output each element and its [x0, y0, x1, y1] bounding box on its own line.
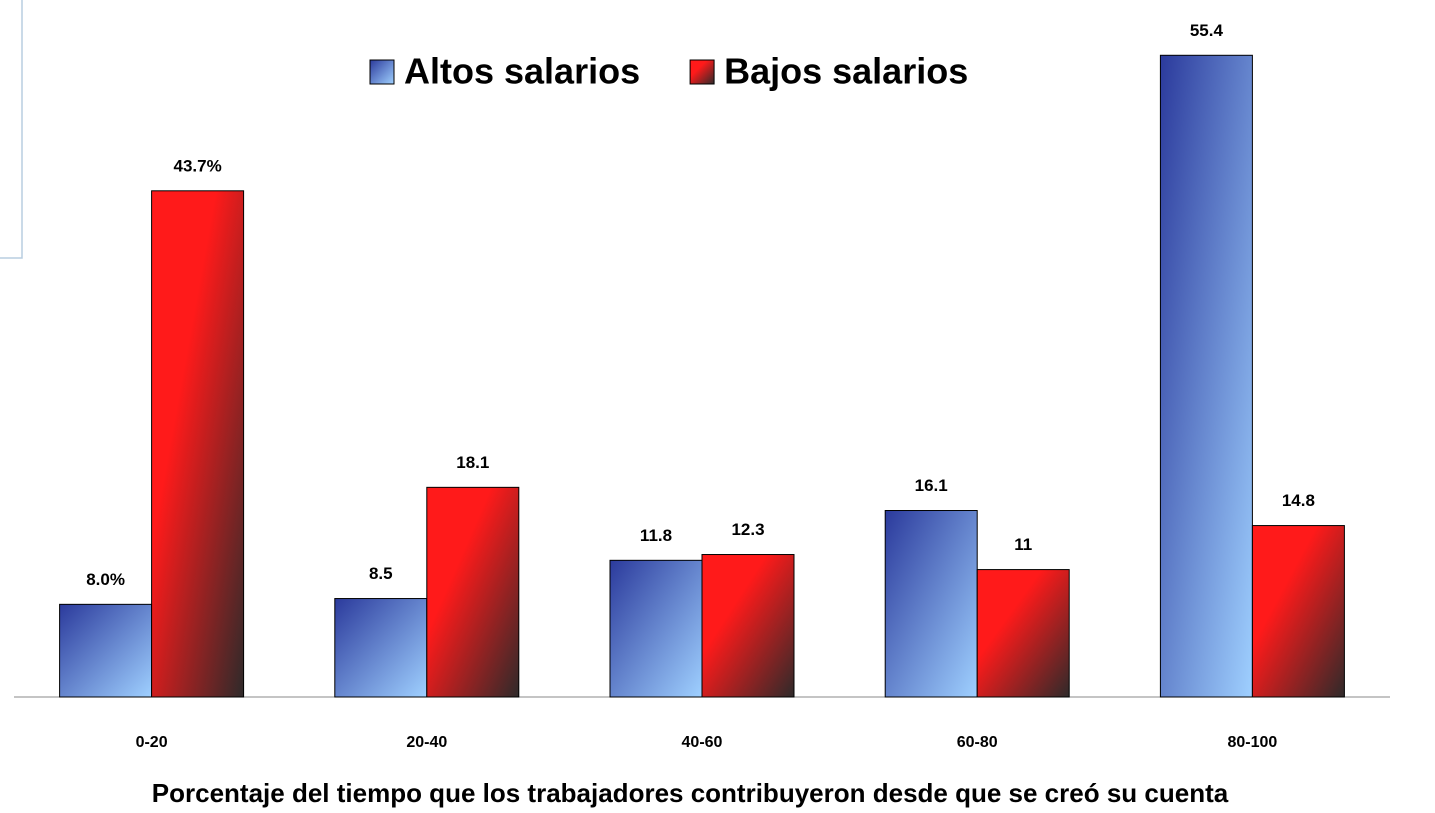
bar [884, 510, 978, 698]
legend-swatch [689, 59, 715, 85]
value-label: 18.1 [456, 453, 489, 472]
legend-swatch [369, 59, 395, 85]
bar [59, 603, 153, 698]
bar [609, 559, 703, 698]
legend-label: Bajos salarios [724, 51, 968, 92]
bar [1251, 525, 1345, 698]
x-axis-title: Porcentaje del tiempo que los trabajador… [152, 778, 1229, 808]
value-label: 8.5 [369, 564, 393, 583]
x-tick-label: 60-80 [957, 734, 998, 751]
x-tick-label: 80-100 [1227, 734, 1277, 751]
value-label: 14.8 [1282, 491, 1315, 510]
bar [151, 190, 245, 698]
value-label: 12.3 [731, 520, 764, 539]
value-label: 11.8 [640, 526, 672, 545]
x-tick-label: 20-40 [406, 734, 447, 751]
bar [976, 569, 1070, 698]
x-tick-label: 40-60 [682, 734, 723, 751]
value-label: 55.4 [1190, 21, 1224, 40]
value-label: 43.7% [173, 156, 221, 175]
bar [701, 554, 795, 698]
frame [0, 0, 23, 259]
x-tick-label: 0-20 [136, 734, 168, 751]
value-label: 8.0% [86, 570, 125, 589]
bar [426, 486, 520, 698]
legend-label: Altos salarios [404, 51, 640, 92]
bar [334, 598, 428, 698]
value-label: 11 [1014, 535, 1032, 554]
value-label: 16.1 [915, 476, 948, 495]
bar [1159, 54, 1253, 698]
